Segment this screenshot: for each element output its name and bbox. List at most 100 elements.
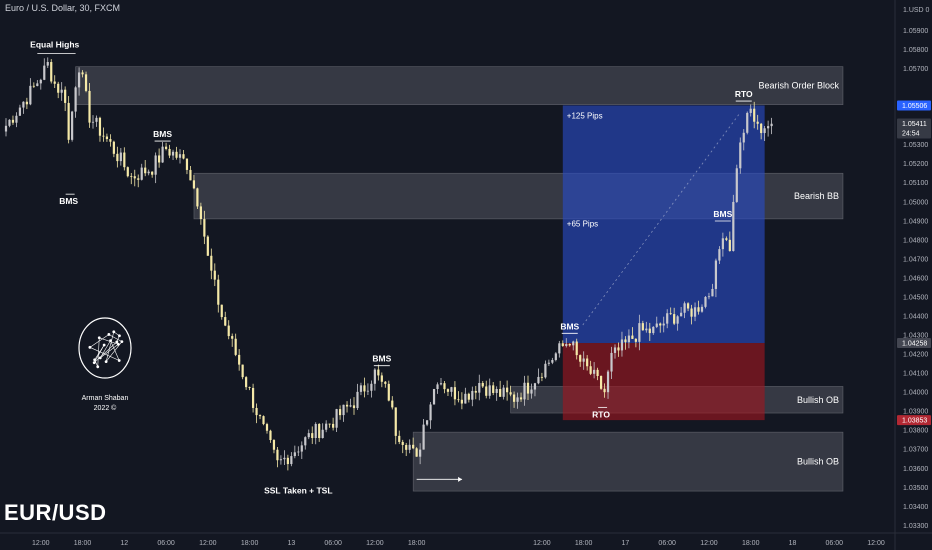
candle-body [227,325,230,337]
logo-network-line [110,340,120,361]
candle-body [130,176,133,178]
price-tag-label-0: 1.05506 [902,103,927,110]
candle-body [231,336,234,339]
candle-body [387,383,390,401]
candle-body [168,148,171,156]
time-tick-15: 18:00 [742,540,760,547]
candle-body [735,168,738,202]
candle-body [606,371,610,393]
candle-body [530,389,533,394]
candle-body [241,364,244,378]
logo-network-node [118,334,121,338]
candle-body [680,312,683,317]
price-tick-2: 1.05700 [903,66,928,73]
candle-body [25,101,28,105]
candle-body [283,457,286,460]
candle-body [77,72,81,88]
position-trend-line [582,113,740,326]
candle-body [599,376,603,389]
price-tick-16: 1.04200 [903,352,928,359]
candle-body [147,171,150,174]
candle-body [718,249,721,261]
candle-body [151,171,154,175]
price-tick-1: 1.05800 [903,47,928,54]
candle-body [15,115,18,123]
candle-body [519,397,523,400]
price-tag-1 [897,118,931,139]
price-tick-5: 1.05300 [903,142,928,149]
candle-body [318,423,321,439]
candle-body [700,306,704,312]
candle-body [8,119,11,126]
price-tick-7: 1.05100 [903,180,928,187]
logo-network-node [102,343,106,347]
price-tick-11: 1.04700 [903,256,928,263]
candle-body [137,178,140,180]
zone-3 [412,431,844,492]
candle-body [325,423,328,430]
price-tick-19: 1.03900 [903,409,928,416]
price-tag-3 [897,415,931,426]
candle-body [683,303,686,313]
candle-body [547,362,550,364]
candle-body [516,397,519,402]
candle-body [335,409,338,428]
candle-body [84,74,88,91]
candle-body [203,219,206,237]
candle-body [251,387,255,408]
time-tick-4: 12:00 [199,540,217,547]
time-tick-7: 06:00 [324,540,342,547]
time-tick-5: 18:00 [241,540,259,547]
candle-body [332,423,335,428]
candle-body [345,404,349,407]
candle-body [123,152,126,168]
candle-body [238,354,241,365]
logo-network-line [105,331,115,362]
candle-body [707,296,711,298]
price-tick-21: 1.03700 [903,447,928,454]
time-tick-18: 12:00 [867,540,885,547]
candle-body [248,387,251,388]
ssl-arrow [458,476,463,482]
candle-body [704,296,707,307]
time-tick-8: 12:00 [366,540,384,547]
candle-body [746,112,749,133]
candle-body [728,239,731,251]
time-tick-12: 17 [622,540,630,547]
candle-body [95,117,98,122]
profit-label: +125 Pips [567,111,603,120]
candle-body [352,405,356,409]
logo-network-line [89,347,120,361]
logo-network-line [108,334,123,342]
candle-body [579,355,582,362]
candle-body [495,388,498,393]
annotation-6: RTO [592,409,610,419]
candle-body [297,451,300,453]
logo-network-node [96,365,100,369]
candle-body [742,132,745,143]
candle-body [265,424,269,431]
candle-body [175,151,178,158]
time-tick-14: 12:00 [700,540,718,547]
candle-body [540,376,544,378]
candle-body [471,390,474,400]
price-tick-8: 1.05000 [903,199,928,206]
candle-body [109,139,112,142]
candle-body [140,167,143,180]
candle-body [328,423,331,425]
candle-body [105,136,109,140]
candle-body [624,339,627,343]
candle-body [112,141,115,154]
annotation-8: RTO [735,89,753,99]
candle-body [164,146,168,149]
candle-body [603,388,606,393]
candle-body [380,375,383,382]
candle-body [185,158,189,170]
candle-body [64,89,67,103]
candle-body [767,126,770,129]
candle-body [415,448,418,457]
candle-body [338,409,342,416]
zone-label-1: Bearish BB [794,191,839,201]
candle-body [307,433,310,438]
